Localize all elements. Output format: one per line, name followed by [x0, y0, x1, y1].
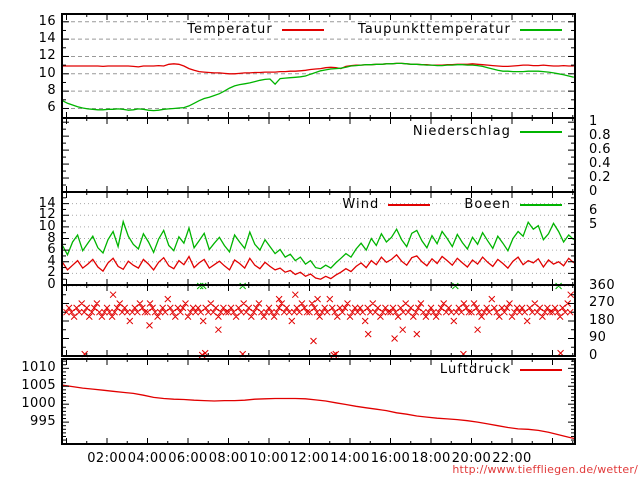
legend-precipitation: Niederschlag	[413, 124, 562, 139]
y-tick-label: 0.6	[589, 142, 611, 158]
legend-label-boeen: Boeen	[464, 197, 511, 212]
y-tick-label: 1005	[21, 378, 56, 394]
y-tick-label: 270	[589, 295, 616, 311]
y-tick-label: 6	[589, 202, 598, 218]
y-tick-label: 995	[29, 414, 56, 430]
x-tick-label: 10:00	[249, 451, 289, 466]
y-tick-label: 4	[47, 253, 56, 269]
y-tick-label: 90	[589, 330, 607, 346]
luftdruck-line-sample	[520, 368, 562, 371]
legend-label-taupunkttemperatur: Taupunkttemperatur	[357, 22, 511, 37]
y-tick-label: 8	[47, 83, 56, 99]
y-tick-label: 1010	[21, 360, 56, 376]
y-tick-label: 10	[38, 218, 56, 234]
niederschlag-line-sample	[520, 130, 562, 133]
y-tick-label: 12	[38, 48, 56, 64]
legend-label-temperatur: Temperatur	[187, 22, 273, 37]
legend-label-niederschlag: Niederschlag	[412, 124, 511, 139]
legend-wind: Wind Boeen	[342, 197, 562, 212]
y-tick-label: 5	[589, 217, 598, 233]
y-tick-label: 0	[589, 348, 598, 363]
y-tick-label: 16	[38, 13, 56, 29]
y-tick-label: 0.4	[589, 156, 611, 172]
y-tick-label: 180	[589, 312, 616, 328]
x-tick-label: 02:00	[87, 451, 127, 466]
source-url-text: http://www.tieffliegen.de/wetter/	[452, 463, 638, 476]
y-tick-label: 14	[38, 31, 56, 47]
y-tick-label: 1	[589, 114, 598, 130]
y-tick-label: 6	[47, 242, 56, 258]
boeen-line-sample	[520, 203, 562, 206]
x-tick-label: 08:00	[208, 451, 249, 466]
legend-pressure: Luftdruck	[440, 362, 562, 377]
y-tick-label: 0.8	[589, 128, 611, 144]
y-tick-label: 2	[47, 265, 56, 281]
x-tick-label: 04:00	[127, 451, 168, 466]
legend-label-wind: Wind	[342, 197, 380, 212]
x-tick-label: 20:00	[451, 451, 492, 466]
taupunkttemperatur-line-sample	[520, 28, 562, 31]
y-tick-label: 12	[38, 207, 56, 223]
y-tick-label: 1000	[21, 396, 56, 412]
x-tick-label: 12:00	[289, 451, 330, 466]
y-tick-label: 10	[38, 65, 56, 81]
y-tick-label: 8	[47, 230, 56, 246]
temperatur-line-sample	[281, 28, 324, 31]
y-tick-label: 0.2	[589, 170, 611, 186]
wind-line-sample	[388, 203, 431, 206]
y-tick-label: 360	[589, 277, 616, 293]
x-tick-label: 22:00	[492, 451, 532, 466]
legend-label-luftdruck: Luftdruck	[439, 362, 511, 377]
x-tick-label: 14:00	[330, 451, 370, 466]
x-tick-label: 06:00	[168, 451, 208, 466]
y-tick-label: 0	[589, 184, 598, 199]
x-tick-label: 16:00	[370, 451, 411, 466]
y-tick-label: 6	[47, 100, 56, 116]
x-tick-label: 18:00	[411, 451, 451, 466]
y-tick-label: 0	[47, 277, 56, 292]
y-tick-label: 14	[38, 195, 56, 211]
legend-temperature: Temperatur Taupunkttemperatur	[187, 22, 562, 37]
